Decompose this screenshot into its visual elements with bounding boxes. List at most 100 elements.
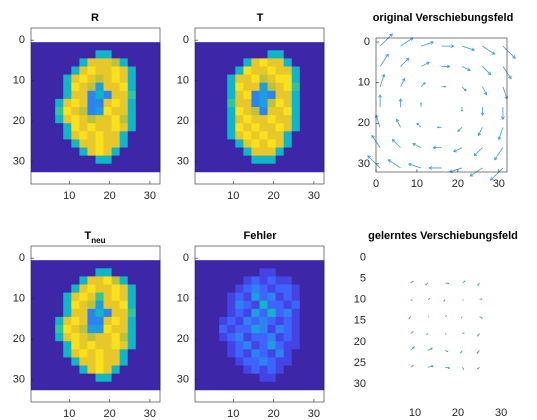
- image-cell: [275, 66, 285, 75]
- image-cell: [119, 373, 129, 383]
- arrow: [412, 142, 422, 148]
- image-cell: [267, 163, 277, 173]
- image-cell: [47, 316, 56, 326]
- arrow: [480, 107, 485, 116]
- image-cell: [31, 131, 40, 140]
- image-cell: [79, 365, 88, 375]
- image-cell: [275, 115, 285, 124]
- image-cell: [95, 66, 104, 75]
- image-cell: [111, 357, 121, 366]
- image-cell: [39, 316, 48, 326]
- image-cell: [79, 268, 88, 277]
- image-cell: [135, 276, 145, 285]
- image-cell: [307, 131, 317, 140]
- image-cell: [259, 268, 268, 277]
- image-cell: [71, 163, 80, 173]
- image-cell: [315, 268, 325, 277]
- image-cell: [111, 98, 121, 108]
- image-cell: [111, 82, 121, 92]
- image-cell: [63, 308, 72, 318]
- image-cell: [55, 284, 64, 293]
- image-cell: [275, 341, 285, 350]
- image-cell: [283, 58, 293, 67]
- image-cell: [63, 58, 72, 67]
- title-text: original Verschiebungsfeld: [373, 12, 514, 24]
- image-cell: [307, 300, 317, 310]
- image-cell: [243, 107, 252, 116]
- image-cell: [243, 349, 252, 358]
- image-cell: [39, 90, 48, 100]
- image-cell: [79, 292, 88, 302]
- image-cell: [299, 90, 309, 100]
- image-cell: [87, 349, 96, 358]
- arrow: [410, 299, 413, 301]
- image-cell: [55, 155, 64, 165]
- image-cell: [251, 107, 260, 116]
- image-cell: [275, 260, 285, 269]
- image-cell: [203, 98, 212, 108]
- image-cell: [251, 349, 260, 358]
- image-cell: [283, 74, 293, 84]
- image-cell: [283, 357, 293, 366]
- image-cell: [307, 349, 317, 358]
- image-cell: [47, 284, 56, 293]
- image-cell: [251, 292, 260, 302]
- image-cell: [135, 373, 145, 383]
- image-cell: [291, 139, 301, 148]
- image-cell: [299, 349, 309, 358]
- image-cell: [31, 260, 40, 269]
- image-cell: [31, 107, 40, 116]
- subplot-title: gelerntes Verschiebungsfeld: [368, 230, 518, 242]
- image-cell: [267, 58, 277, 67]
- image-cell: [283, 316, 293, 326]
- image-cell: [63, 82, 72, 92]
- image-cell: [31, 139, 40, 148]
- image-cell: [203, 325, 212, 334]
- image-cell: [211, 107, 220, 116]
- image-cell: [299, 381, 309, 391]
- image-cell: [275, 268, 285, 277]
- image-cell: [259, 260, 268, 269]
- image-cell: [95, 139, 104, 148]
- image-cell: [315, 333, 325, 342]
- image-cell: [39, 74, 48, 84]
- image-cell: [299, 276, 309, 285]
- image-cell: [127, 357, 137, 366]
- image-cell: [39, 284, 48, 293]
- image-cell: [299, 308, 309, 318]
- image-cell: [135, 74, 145, 84]
- image-cell: [267, 373, 277, 383]
- image-cell: [119, 284, 129, 293]
- y-tick-label: 10: [13, 75, 25, 87]
- image-cell: [87, 341, 96, 350]
- image-cell: [47, 139, 56, 148]
- image-cell: [127, 58, 137, 67]
- image-cell: [299, 163, 309, 173]
- image-cell: [235, 147, 244, 157]
- image-cell: [219, 163, 228, 173]
- image-cell: [143, 131, 153, 140]
- image-cell: [127, 333, 137, 342]
- subplot: Fehler 10 20 30 0 10 20 30: [177, 230, 325, 420]
- image-cell: [267, 42, 277, 51]
- image-cell: [251, 300, 260, 310]
- image-cell: [267, 316, 277, 326]
- image-cell: [283, 42, 293, 51]
- image-cell: [243, 333, 252, 342]
- image-cell: [291, 50, 301, 59]
- image-cell: [243, 82, 252, 92]
- image-cell: [211, 276, 220, 285]
- image-cell: [267, 357, 277, 366]
- image-cell: [211, 58, 220, 67]
- image-cell: [195, 74, 204, 84]
- image-cell: [211, 325, 220, 334]
- image-cell: [211, 139, 220, 148]
- arrow: [398, 98, 403, 108]
- image-cell: [87, 357, 96, 366]
- image-cell: [55, 308, 64, 318]
- image-cell: [315, 349, 325, 358]
- image-cell: [195, 276, 204, 285]
- image-cell: [71, 42, 80, 51]
- image-cell: [243, 155, 252, 165]
- image-cell: [63, 333, 72, 342]
